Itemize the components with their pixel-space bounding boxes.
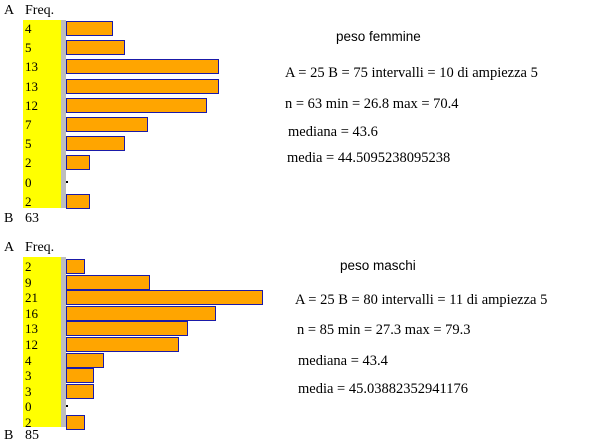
axis-b-label: B	[4, 428, 14, 443]
histogram-bar	[66, 21, 113, 36]
frequency-label: 3	[25, 368, 32, 383]
frequency-column	[23, 20, 63, 208]
axis-b-label: B	[4, 211, 14, 226]
frequency-label: 0	[25, 399, 32, 414]
stats-line-range: A = 25 B = 75 intervalli = 10 di ampiezz…	[285, 65, 538, 81]
frequency-label: 9	[25, 275, 32, 290]
frequency-label: 21	[25, 290, 38, 305]
histogram-bar	[66, 290, 263, 305]
zero-marker	[66, 405, 68, 407]
histogram-bar	[66, 259, 85, 274]
frequency-column	[23, 257, 63, 427]
stats-line-mean: media = 44.5095238095238	[287, 150, 451, 166]
histogram-bar	[66, 98, 207, 113]
axis-a-label: A	[4, 240, 15, 255]
stats-line-mean: media = 45.03882352941176	[298, 381, 468, 397]
frequency-label: 2	[25, 155, 32, 170]
frequency-label: 2	[25, 194, 32, 209]
frequency-label: 4	[25, 21, 32, 36]
histogram-panel-maschi: A Freq. 2 9 21 16 13 12 4 3 3 0 2 B 85 peso maschi…	[0, 235, 599, 443]
frequency-label: 13	[25, 321, 38, 336]
frequency-label: 2	[25, 415, 32, 430]
histogram-bar	[66, 321, 188, 336]
frequency-label: 13	[25, 79, 38, 94]
histogram-bar	[66, 368, 94, 383]
frequency-label: 7	[25, 117, 32, 132]
axis-a-label: A	[4, 3, 15, 18]
histogram-bar	[66, 40, 125, 55]
total-count: 63	[25, 211, 39, 226]
zero-marker	[66, 181, 68, 183]
total-count: 85	[25, 428, 39, 443]
frequency-label: 12	[25, 98, 38, 113]
axis-divider	[61, 257, 66, 427]
histogram-bar	[66, 384, 94, 399]
histogram-bar	[66, 117, 148, 132]
freq-header: Freq.	[25, 3, 55, 18]
frequency-label: 0	[25, 175, 32, 190]
stats-line-median: mediana = 43.6	[288, 124, 378, 140]
histogram-bar	[66, 136, 125, 151]
frequency-label: 16	[25, 306, 38, 321]
frequency-label: 13	[25, 59, 38, 74]
histogram-bar	[66, 337, 179, 352]
histogram-bar	[66, 79, 219, 94]
histogram-bar	[66, 275, 150, 290]
histogram-bar	[66, 306, 216, 321]
stats-line-n: n = 63 min = 26.8 max = 70.4	[285, 96, 459, 112]
frequency-label: 4	[25, 353, 32, 368]
histogram-bar	[66, 415, 85, 430]
chart-title: peso maschi	[340, 258, 416, 273]
frequency-label: 3	[25, 384, 32, 399]
frequency-label: 5	[25, 40, 32, 55]
histogram-bar	[66, 194, 90, 209]
chart-title: peso femmine	[336, 29, 421, 44]
stats-line-n: n = 85 min = 27.3 max = 79.3	[297, 322, 471, 338]
histogram-bar	[66, 353, 104, 368]
frequency-label: 2	[25, 259, 32, 274]
frequency-label: 12	[25, 337, 38, 352]
freq-header: Freq.	[25, 240, 55, 255]
stats-line-median: mediana = 43.4	[298, 353, 388, 369]
histogram-bar	[66, 59, 219, 74]
axis-divider	[61, 20, 66, 208]
histogram-bar	[66, 155, 90, 170]
frequency-label: 5	[25, 136, 32, 151]
stats-line-range: A = 25 B = 80 intervalli = 11 di ampiezz…	[295, 292, 548, 308]
histogram-panel-femmine: A Freq. 4 5 13 13 12 7 5 2 0 2 B 63 peso femmine …	[4, 3, 538, 226]
